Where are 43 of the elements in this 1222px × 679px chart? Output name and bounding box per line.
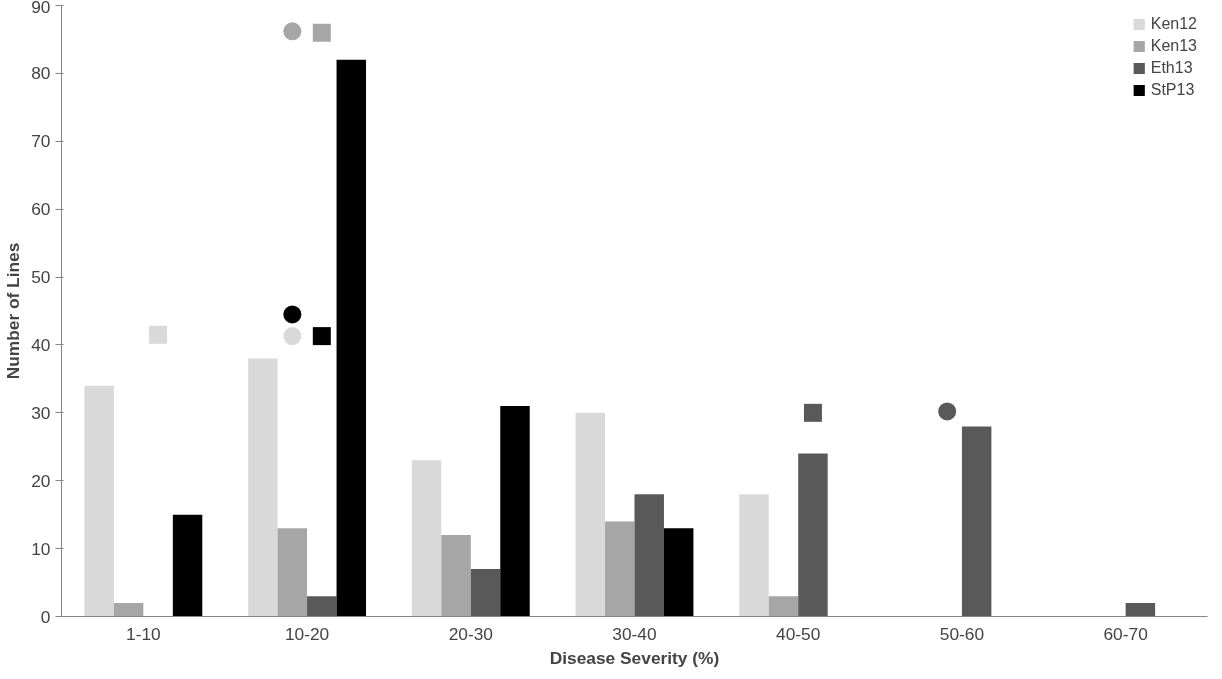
bar [84, 385, 114, 617]
x-tick-label: 30-40 [612, 623, 657, 644]
legend-label: Ken12 [1150, 15, 1197, 33]
bar [605, 521, 635, 617]
x-axis-title: Disease Severity (%) [549, 647, 720, 668]
bar [575, 412, 606, 617]
bar [307, 596, 337, 617]
y-tick-label: 30 [31, 402, 51, 423]
x-tick-label: 60-70 [1103, 623, 1148, 644]
bar [961, 426, 992, 617]
bar [172, 514, 203, 617]
bar [113, 602, 144, 617]
bar [336, 59, 367, 617]
y-tick-label: 60 [31, 199, 51, 220]
y-tick-label: 10 [31, 538, 51, 559]
y-tick-label: 20 [31, 470, 51, 491]
bar [248, 358, 278, 617]
bar [441, 535, 471, 617]
bar [663, 528, 694, 617]
y-tick-label: 0 [40, 606, 51, 627]
y-tick-label: 90 [31, 0, 51, 17]
bar [277, 528, 308, 617]
legend-label: Ken13 [1150, 37, 1197, 55]
x-tick-label: 40-50 [776, 623, 821, 644]
bar [500, 406, 530, 617]
bar [798, 453, 828, 617]
y-tick-label: 70 [31, 131, 51, 152]
legend-label: Eth13 [1150, 59, 1193, 77]
bar [739, 494, 769, 617]
x-tick-label: 50-60 [939, 623, 985, 644]
bar [1125, 602, 1156, 617]
y-axis-title: Number of Lines [3, 242, 24, 380]
bar [634, 494, 664, 617]
y-tick-label: 40 [31, 334, 51, 355]
bar [768, 596, 799, 617]
x-tick-label: 20-30 [448, 623, 493, 644]
bar [411, 460, 442, 617]
x-tick-label: 1-10 [126, 623, 161, 644]
y-tick-label: 50 [31, 267, 51, 288]
x-tick-label: 10-20 [284, 623, 330, 644]
bar [470, 568, 501, 617]
y-tick-label: 80 [31, 63, 51, 84]
legend-label: StP13 [1150, 81, 1195, 99]
